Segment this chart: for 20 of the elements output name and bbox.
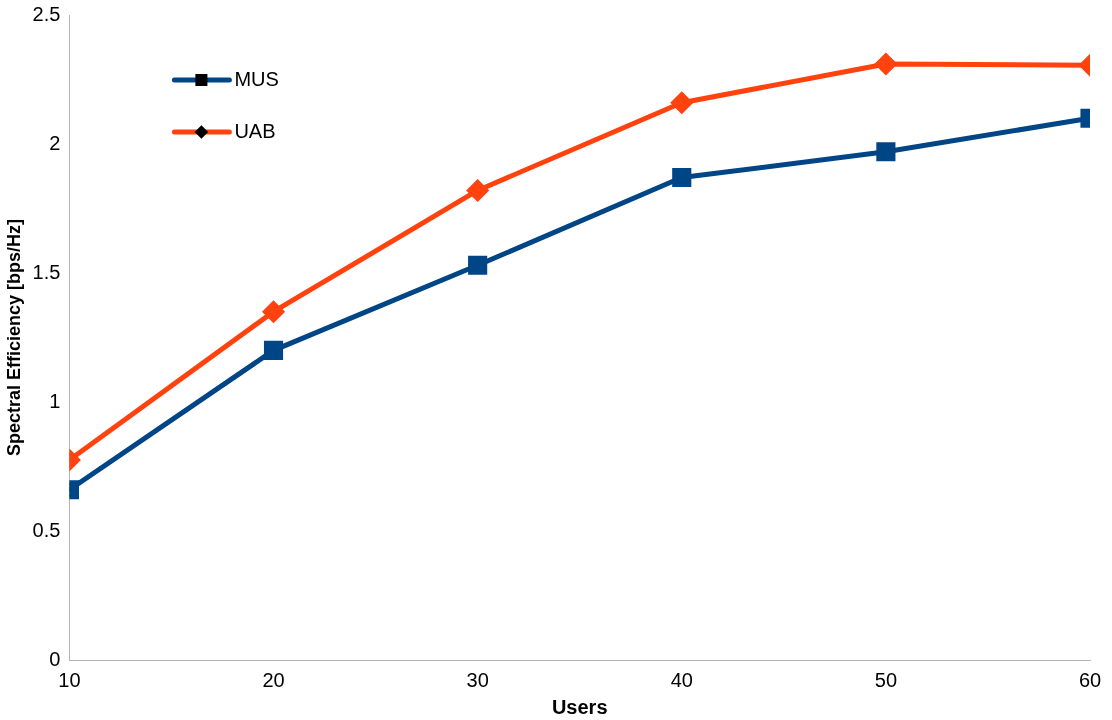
y-tick-label: 2 [49, 131, 61, 154]
y-tick-label: 0.5 [32, 518, 61, 541]
x-tick-label: 20 [262, 668, 285, 691]
point [671, 92, 693, 114]
x-axis-title: Users [551, 695, 608, 718]
point [468, 255, 488, 275]
point [672, 167, 692, 188]
x-tick-label: 60 [1078, 668, 1102, 691]
x-tick-label: 30 [466, 668, 489, 691]
y-axis-title: Spectral Efficiency [bps/Hz] [3, 218, 24, 457]
x-tick-label: 50 [874, 668, 898, 691]
y-tick-label: 2.5 [32, 2, 61, 25]
legend-label: MUS [234, 67, 279, 90]
y-tick-label: 1.5 [32, 260, 61, 283]
legend-label: UAB [234, 119, 276, 142]
y-tick-label: 1 [49, 389, 61, 412]
point [467, 179, 489, 201]
y-tick-label: 0 [49, 647, 61, 670]
x-tick-label: 40 [670, 668, 693, 691]
x-tick-label: 10 [58, 668, 81, 691]
